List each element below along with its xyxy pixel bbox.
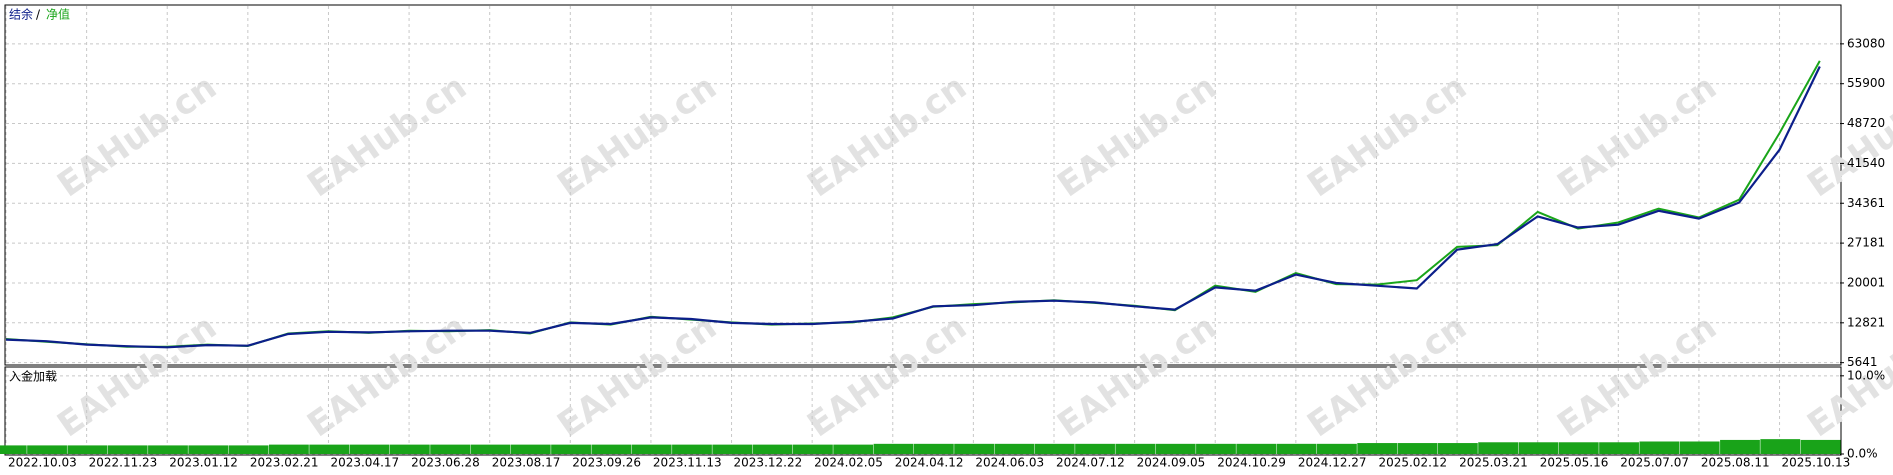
bar (752, 444, 793, 454)
y-tick-label: 48720 (1847, 116, 1885, 130)
x-tick-label: 2024.02.05 (814, 456, 883, 470)
bar (1639, 441, 1680, 454)
bar (672, 444, 712, 454)
y-tick-label: 0.0% (1847, 447, 1878, 461)
x-tick-label: 2022.10.03 (8, 456, 77, 470)
bar (873, 443, 914, 454)
legend-equity: 净值 (46, 7, 70, 22)
bar (1397, 443, 1438, 454)
x-tick-label: 2025.10.13 (1782, 456, 1851, 470)
bar (1518, 442, 1559, 454)
bar (430, 444, 471, 454)
x-tick-label: 2024.06.03 (975, 456, 1044, 470)
x-tick-label: 2023.11.13 (653, 456, 722, 470)
bar (148, 445, 188, 454)
bar (0, 445, 27, 454)
legend-separator: / (36, 8, 41, 22)
bar (309, 444, 350, 454)
x-tick-label: 2023.06.28 (411, 456, 480, 470)
top-panel (4, 4, 1842, 366)
x-tick-label: 2025.02.12 (1378, 456, 1447, 470)
bar (389, 444, 430, 454)
bar (793, 444, 833, 454)
y-tick-label: 55900 (1847, 76, 1885, 90)
bar (1720, 439, 1760, 454)
x-tick-label: 2025.07.07 (1620, 456, 1689, 470)
bar (188, 445, 229, 454)
y-tick-label: 10.0% (1847, 368, 1885, 382)
y-tick-label: 41540 (1847, 156, 1885, 170)
line-series (5, 66, 1821, 349)
bar (994, 443, 1035, 454)
x-tick-label: 2023.01.12 (169, 456, 238, 470)
bar (591, 444, 632, 454)
bar (27, 445, 67, 454)
bar (107, 445, 148, 454)
bar (1115, 443, 1156, 454)
bar (1558, 442, 1599, 454)
y-tick-label: 5641 (1847, 355, 1878, 369)
x-tick-label: 2024.10.29 (1217, 456, 1286, 470)
bar (1276, 443, 1317, 454)
bar (1599, 442, 1639, 454)
bar (1034, 443, 1075, 454)
x-tick-label: 2023.02.21 (250, 456, 319, 470)
y-tick-label: 34361 (1847, 196, 1885, 210)
x-tick-label: 2023.08.17 (492, 456, 561, 470)
bar (631, 444, 672, 454)
panel-title: 入金加载 (9, 369, 57, 384)
legend-balance: 结余 (9, 7, 33, 22)
bar (954, 443, 995, 454)
bar (1437, 443, 1478, 454)
bar (913, 443, 954, 454)
bar (1155, 443, 1196, 454)
bar (349, 444, 390, 454)
x-tick-label: 2023.09.26 (572, 456, 641, 470)
grid: 5641 12821 20001 27181 34361 41540 48720 55900 6… (5, 6, 1885, 470)
y-tick-label: 12821 (1847, 315, 1885, 329)
bar (67, 445, 108, 454)
bar (551, 444, 591, 454)
bar (1478, 442, 1519, 454)
bar (1236, 443, 1277, 454)
marks (0, 60, 1841, 454)
bar (1317, 443, 1357, 454)
bar (1357, 443, 1398, 454)
bar (510, 444, 551, 454)
y-tick-label: 27181 (1847, 236, 1885, 250)
x-tick-label: 2025.08.11 (1701, 456, 1770, 470)
x-tick-label: 2025.03.21 (1459, 456, 1528, 470)
y-tick-label: 63080 (1847, 36, 1885, 50)
x-tick-label: 2024.09.05 (1137, 456, 1206, 470)
bar (1800, 439, 1841, 454)
bottom-panel (4, 366, 1842, 456)
x-tick-label: 2024.07.12 (1056, 456, 1125, 470)
bar (712, 444, 753, 454)
bar (470, 444, 511, 454)
x-tick-label: 2025.05.16 (1540, 456, 1609, 470)
bar (269, 444, 309, 454)
x-tick-label: 2024.12.27 (1298, 456, 1367, 470)
x-tick-label: 2023.12.22 (734, 456, 803, 470)
bar (1679, 441, 1720, 454)
bar (228, 445, 269, 454)
x-tick-label: 2022.11.23 (89, 456, 158, 470)
bar (1075, 443, 1115, 454)
y-tick-label: 20001 (1847, 275, 1885, 289)
bar (833, 444, 874, 454)
bar (1760, 439, 1801, 454)
x-tick-label: 2023.04.17 (330, 456, 399, 470)
bar (1196, 443, 1236, 454)
x-tick-label: 2024.04.12 (895, 456, 964, 470)
